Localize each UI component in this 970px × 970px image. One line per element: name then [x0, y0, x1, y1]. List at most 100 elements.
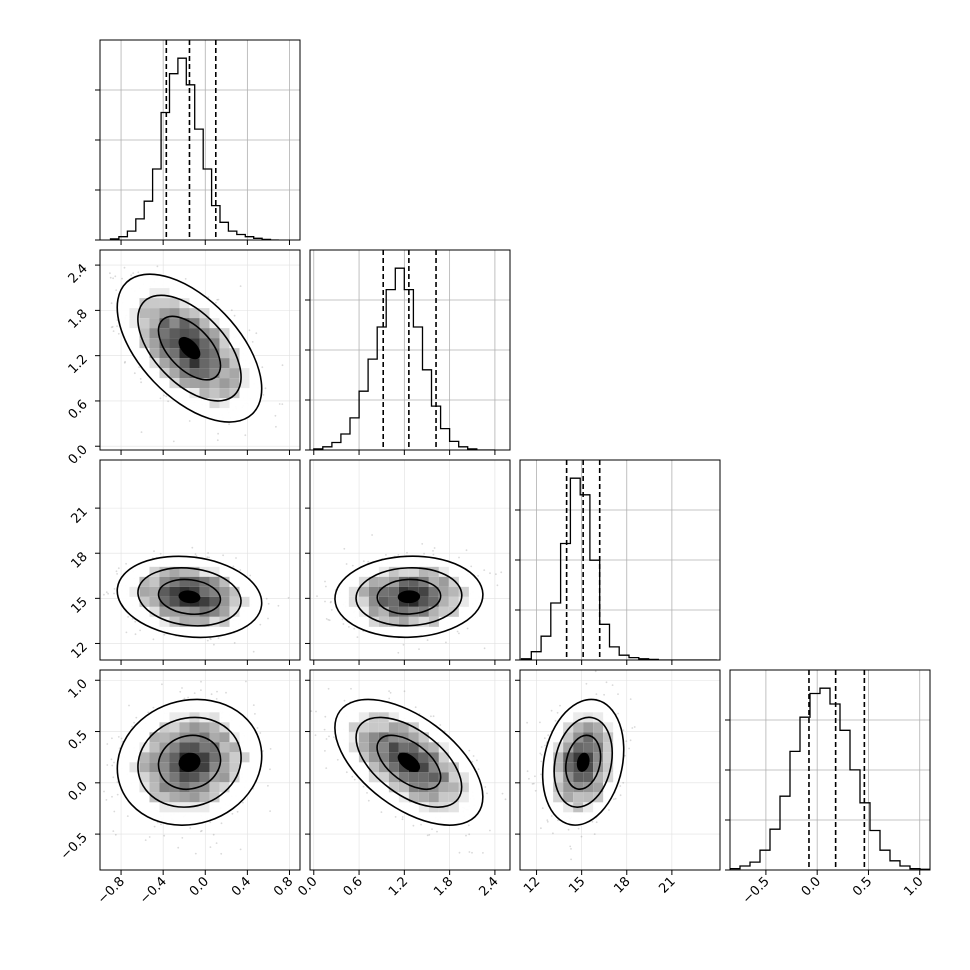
- density-cell: [129, 586, 140, 597]
- scatter-point: [126, 815, 129, 817]
- panel-frame: [519, 459, 721, 661]
- scatter-point: [466, 627, 469, 630]
- density-cell: [378, 616, 389, 627]
- scatter-point: [242, 801, 244, 804]
- scatter-point: [483, 647, 486, 650]
- density-cell: [169, 328, 180, 339]
- pair-panel-content: [310, 670, 510, 870]
- density-cell: [348, 586, 359, 597]
- panel-frame: [309, 459, 511, 661]
- scatter-point: [394, 816, 397, 818]
- density-cell: [229, 772, 240, 783]
- density-cell: [169, 308, 180, 319]
- density-cell: [149, 338, 160, 349]
- density-cell: [159, 338, 170, 349]
- scatter-point: [116, 793, 119, 796]
- hist-panel-2: [515, 459, 721, 661]
- scatter-point: [389, 691, 392, 694]
- density-cell: [169, 298, 180, 309]
- scatter-point: [222, 554, 225, 557]
- scatter-point: [436, 830, 438, 833]
- scatter-point: [501, 792, 504, 795]
- scatter-point: [468, 851, 471, 853]
- scatter-point: [325, 738, 328, 740]
- scatter-point: [208, 556, 210, 559]
- density-cell: [398, 772, 409, 783]
- density-cell: [408, 772, 419, 783]
- scatter-point: [343, 547, 346, 550]
- density-cell: [219, 616, 230, 627]
- density-cell: [418, 732, 429, 743]
- density-cell: [209, 586, 220, 597]
- density-cell: [358, 732, 369, 743]
- density-cell: [149, 328, 160, 339]
- density-cell: [398, 742, 409, 753]
- density-cell: [159, 722, 170, 733]
- contour-line: [137, 567, 242, 627]
- scatter-point: [385, 554, 387, 556]
- density-cell: [219, 762, 230, 773]
- density-cell: [219, 328, 230, 339]
- scatter-point: [195, 555, 198, 557]
- scatter-point: [239, 848, 242, 851]
- scatter-point: [163, 394, 165, 397]
- scatter-point: [245, 680, 247, 683]
- density-cell: [149, 298, 160, 309]
- scatter-point: [426, 834, 429, 837]
- panel-frame: [729, 669, 931, 871]
- scatter-point: [471, 760, 474, 763]
- density-cell: [448, 596, 459, 607]
- density-cell: [418, 762, 429, 773]
- scatter-point: [406, 551, 408, 554]
- density-cell: [149, 358, 160, 369]
- density-cell: [149, 752, 160, 763]
- density-cell: [159, 358, 170, 369]
- density-cell: [159, 782, 170, 793]
- scatter-point: [181, 837, 184, 839]
- scatter-point: [106, 764, 109, 766]
- scatter-point: [489, 829, 491, 832]
- density-cell: [169, 576, 180, 587]
- scatter-point: [220, 822, 223, 825]
- scatter-point: [327, 687, 330, 690]
- scatter-point: [262, 394, 265, 396]
- density-cell: [438, 606, 449, 617]
- density-cell: [209, 398, 220, 409]
- density-cell: [199, 802, 210, 813]
- scatter-point: [281, 364, 284, 367]
- scatter-point: [323, 728, 326, 731]
- density-cell: [408, 732, 419, 743]
- density-cell: [189, 388, 200, 399]
- contours: [116, 555, 263, 639]
- density-cell: [149, 742, 160, 753]
- scatter-point: [217, 432, 220, 435]
- density-cell: [378, 596, 389, 607]
- scatter-point: [161, 683, 163, 686]
- scatter-point: [184, 278, 187, 280]
- density-cell: [139, 752, 150, 763]
- scatter-point: [324, 715, 327, 718]
- scatter-point: [121, 277, 123, 280]
- density-cell: [199, 712, 210, 723]
- contour-line: [157, 734, 222, 790]
- density-cell: [169, 762, 180, 773]
- density-cell: [378, 762, 389, 773]
- density-cell: [199, 782, 210, 793]
- density-cell: [149, 732, 160, 743]
- density-cell: [159, 586, 170, 597]
- scatter-point: [103, 593, 105, 596]
- density-cell: [428, 596, 439, 607]
- scatter-point: [131, 618, 134, 620]
- scatter-point: [420, 823, 422, 826]
- density-cell: [378, 772, 389, 783]
- histogram-step-line: [109, 57, 279, 240]
- density-cell: [139, 328, 150, 339]
- scatter-point: [215, 698, 218, 700]
- density-cell: [408, 792, 419, 803]
- scatter-point: [458, 851, 461, 854]
- density-cell: [209, 616, 220, 627]
- density-cell: [229, 752, 240, 763]
- scatter-point: [329, 601, 332, 604]
- contour-core: [178, 590, 201, 604]
- density-cell: [368, 752, 379, 763]
